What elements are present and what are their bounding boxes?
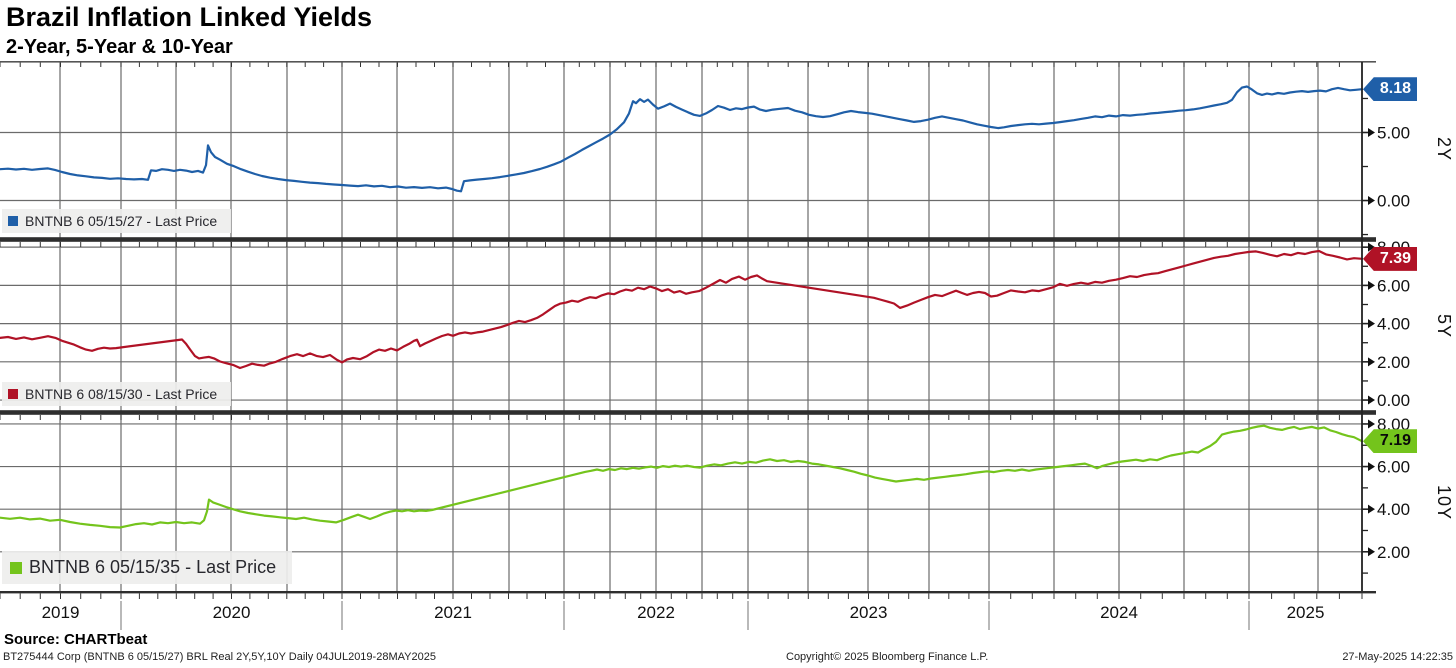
y-tick-label: 5.00 — [1377, 123, 1410, 142]
x-year-label: 2020 — [212, 603, 251, 622]
x-year-label: 2024 — [1100, 603, 1138, 622]
y-tick-label: 0.00 — [1377, 192, 1410, 211]
chart-top-border — [0, 61, 1376, 63]
y-tick-arrow-icon — [1368, 419, 1375, 429]
last-price-badge-5y[interactable]: 7.39 — [1363, 246, 1417, 271]
panel-separator — [0, 410, 1376, 415]
source-note: Source: CHARTbeat — [4, 631, 148, 648]
y-tick-arrow-icon — [1368, 547, 1375, 557]
footer-copyright: Copyright© 2025 Bloomberg Finance L.P. — [786, 651, 989, 663]
y-tick-label: 0.00 — [1377, 391, 1410, 410]
y-tick-label: 6.00 — [1377, 276, 1410, 295]
x-year-label: 2019 — [41, 603, 80, 622]
chart-bottom-border — [0, 591, 1376, 594]
y-tick-arrow-icon — [1368, 395, 1375, 405]
y-tick-label: 2.00 — [1377, 353, 1410, 372]
panel-label-2y: 2Y — [1434, 137, 1454, 162]
y-tick-label: 2.00 — [1377, 543, 1410, 562]
y-tick-arrow-icon — [1368, 196, 1375, 206]
series-line-5y — [0, 249, 1364, 370]
x-year-label: 2022 — [637, 603, 675, 622]
legend-2y[interactable]: BNTNB 6 05/15/27 - Last Price — [2, 209, 232, 233]
chart-subtitle: 2-Year, 5-Year & 10-Year — [6, 36, 233, 58]
legend-5y[interactable]: BNTNB 6 08/15/30 - Last Price — [2, 382, 232, 406]
y-tick-arrow-icon — [1368, 280, 1375, 290]
panel-label-10y: 10Y — [1434, 485, 1454, 521]
y-tick-arrow-icon — [1368, 127, 1375, 137]
legend-2y-swatch-icon — [8, 216, 18, 226]
y-tick-label: 4.00 — [1377, 315, 1410, 334]
last-price-badge-2y[interactable]: 8.18 — [1363, 77, 1417, 102]
y-tick-arrow-icon — [1368, 504, 1375, 514]
legend-10y-swatch-icon — [10, 561, 22, 574]
panel-label-5y: 5Y — [1434, 313, 1454, 339]
footer-security-info: BT275444 Corp (BNTNB 6 05/15/27) BRL Rea… — [3, 651, 436, 663]
y-tick-label: 8.00 — [1377, 415, 1410, 434]
y-tick-arrow-icon — [1368, 462, 1375, 472]
footer-timestamp: 27-May-2025 14:22:35 — [1342, 651, 1453, 663]
y-tick-label: 6.00 — [1377, 458, 1410, 477]
legend-5y-label: BNTNB 6 08/15/30 - Last Price — [25, 386, 218, 402]
series-line-10y — [0, 424, 1364, 529]
series-line-2y — [0, 85, 1364, 193]
last-price-badge-10y[interactable]: 7.19 — [1363, 429, 1417, 454]
y-tick-arrow-icon — [1368, 357, 1375, 367]
legend-5y-swatch-icon — [8, 389, 18, 399]
x-year-label: 2021 — [434, 603, 472, 622]
legend-10y-label: BNTNB 6 05/15/35 - Last Price — [29, 557, 277, 577]
y-tick-label: 4.00 — [1377, 500, 1410, 519]
legend-2y-label: BNTNB 6 05/15/27 - Last Price — [25, 213, 218, 229]
chart-title: Brazil Inflation Linked Yields — [6, 2, 373, 32]
x-year-label: 2023 — [849, 603, 888, 622]
panel-separator — [0, 237, 1376, 242]
x-year-label: 2025 — [1286, 603, 1325, 622]
y-tick-arrow-icon — [1368, 242, 1375, 252]
y-tick-arrow-icon — [1368, 319, 1375, 329]
legend-10y[interactable]: BNTNB 6 05/15/35 - Last Price — [2, 551, 293, 584]
